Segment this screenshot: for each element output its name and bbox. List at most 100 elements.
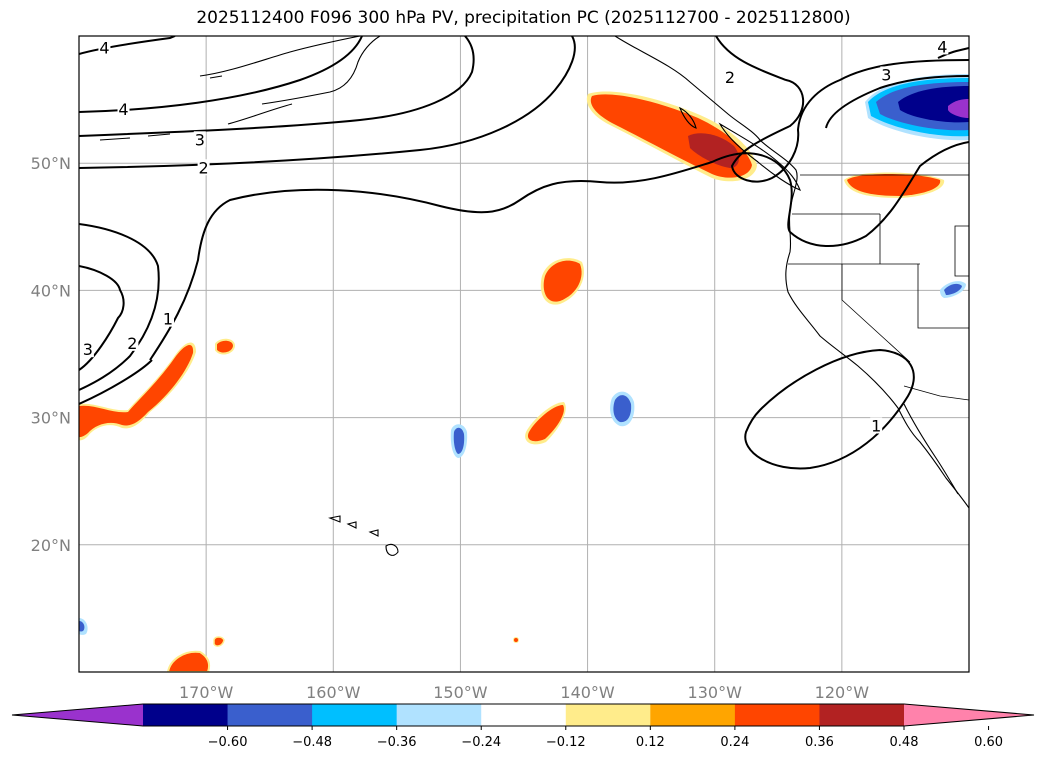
alaska-coast [99,36,381,141]
colorbar-tick-label: −0.12 [546,735,586,750]
hawaii-kauai [328,515,341,523]
colorbar-segment [650,704,736,726]
precip-blob-south-2 [213,636,225,647]
precip-blob-28n-150w-core [453,427,465,454]
hawaii-big-island [385,543,399,556]
colorbar-extend-high [904,704,1034,726]
haida-gwaii [678,106,697,129]
pv-contour-4-ne [937,47,969,59]
contour-label: 3 [83,340,93,359]
axis-labels: 170°W 160°W 150°W 140°W 130°W 120°W 50°N 40°N 30… [31,154,870,702]
colorbar-tick-label: −0.48 [292,735,332,750]
colorbar-outline [11,703,1035,727]
contour-label: 4 [937,37,947,56]
contour-labels: 4 4 3 2 3 2 1 2 3 4 1 [81,37,949,436]
precip-blob-30n-138w-core [613,395,632,423]
pv-contour-3 [79,36,475,137]
contour-label: 2 [725,68,735,87]
colorbar-segment [734,704,820,726]
pv-contour-4-mid [79,36,363,113]
precip-blob-40n-142w-core [543,260,582,302]
pv-contour-1-ellipse [744,348,915,470]
colorbar-tick-label: 0.12 [636,735,665,750]
colorbar-segment [565,704,651,726]
contour-label: 1 [871,417,881,436]
precip-blob-ne-negative-4 [898,86,969,123]
contour-label-bg [936,38,949,55]
political-borders [788,174,969,401]
contour-label: 2 [127,334,137,353]
colorbar-tick-label: 0.60 [974,735,1003,750]
contour-label: 1 [163,310,173,329]
colorbar-tick-label: −0.60 [208,735,248,750]
coastlines [99,36,969,556]
vancouver-island [718,122,801,191]
contour-label-bg [880,66,893,83]
pv-contour-2-west-lobe [79,223,160,391]
hawaii-maui [368,529,379,537]
colorbar-segment [227,704,313,726]
lat-tick-label: 50°N [31,154,71,173]
contour-label-bg [117,100,130,117]
precip-blob-sw-corner-core [79,621,85,632]
pv-contour-3-west-lobe [79,265,125,371]
baja-coast [903,403,959,495]
lon-tick-label: 170°W [179,683,234,702]
ut-box [954,225,969,277]
colorbar-tick-label: −0.36 [377,735,417,750]
pv-contours [79,36,969,470]
precip-blob-40n-115w-core [944,283,962,295]
colorbar-tick-label: 0.24 [720,735,749,750]
colorbar-tick-label: 0.36 [805,735,834,750]
lon-tick-label: 160°W [306,683,361,702]
contour-label-bg [98,39,111,56]
gridlines [79,36,969,672]
pv-contour-4-north [79,36,176,55]
pv-contour-2-main [79,36,576,169]
na-west-coast [614,36,969,509]
contour-label: 2 [199,158,209,177]
contour-label-bg [162,310,174,327]
colorbar: −0.60 −0.48 −0.36 −0.24 −0.12 0.12 0.24 0.36 0.4… [11,703,1035,750]
pv-contour-1-main [149,141,969,361]
az-border [917,264,969,329]
colorbar-segment [819,704,905,726]
contour-label: 4 [99,39,109,58]
figure-title: 2025112400 F096 300 hPa PV, precipitatio… [196,8,851,28]
pv-contour-2-ne [715,36,969,183]
lon-tick-label: 140°W [560,683,615,702]
colorbar-segment [481,704,567,726]
precip-blob-34n-169w [215,338,236,355]
contour-label: 3 [881,65,891,84]
precip-blob-south [166,650,210,672]
precip-blob-west-band-core [79,345,194,438]
lon-tick-label: 130°W [688,683,743,702]
colorbar-segment [312,704,398,726]
contour-label-bg [723,68,736,85]
contour-label-bg [870,417,883,434]
precip-blob-northern-us-core [847,174,941,196]
pv-contour-3-ne [825,75,969,129]
hawaii-oahu [346,521,357,529]
precipitation-fields [79,74,969,672]
lat-tick-label: 40°N [31,281,71,300]
map-frame [78,35,970,673]
contour-label: 3 [195,130,205,149]
contour-label-bg [81,341,94,358]
contour-label-bg [126,334,139,351]
lon-tick-label: 150°W [433,683,488,702]
precip-blob-bc-coast-max [688,133,739,168]
precip-blob-ne-negative-5 [948,99,969,118]
precip-blob-29n-142w-core [527,405,564,442]
lat-tick-label: 30°N [31,409,71,428]
contour-label-bg [197,159,210,176]
contour-label: 4 [118,100,128,119]
colorbar-extend-low [12,704,143,726]
contour-label-bg [193,131,206,148]
us-mexico-border [903,385,969,401]
pv-contour-1-west [79,359,153,405]
colorbar-segment [396,704,482,726]
colorbar-segment [143,704,229,726]
